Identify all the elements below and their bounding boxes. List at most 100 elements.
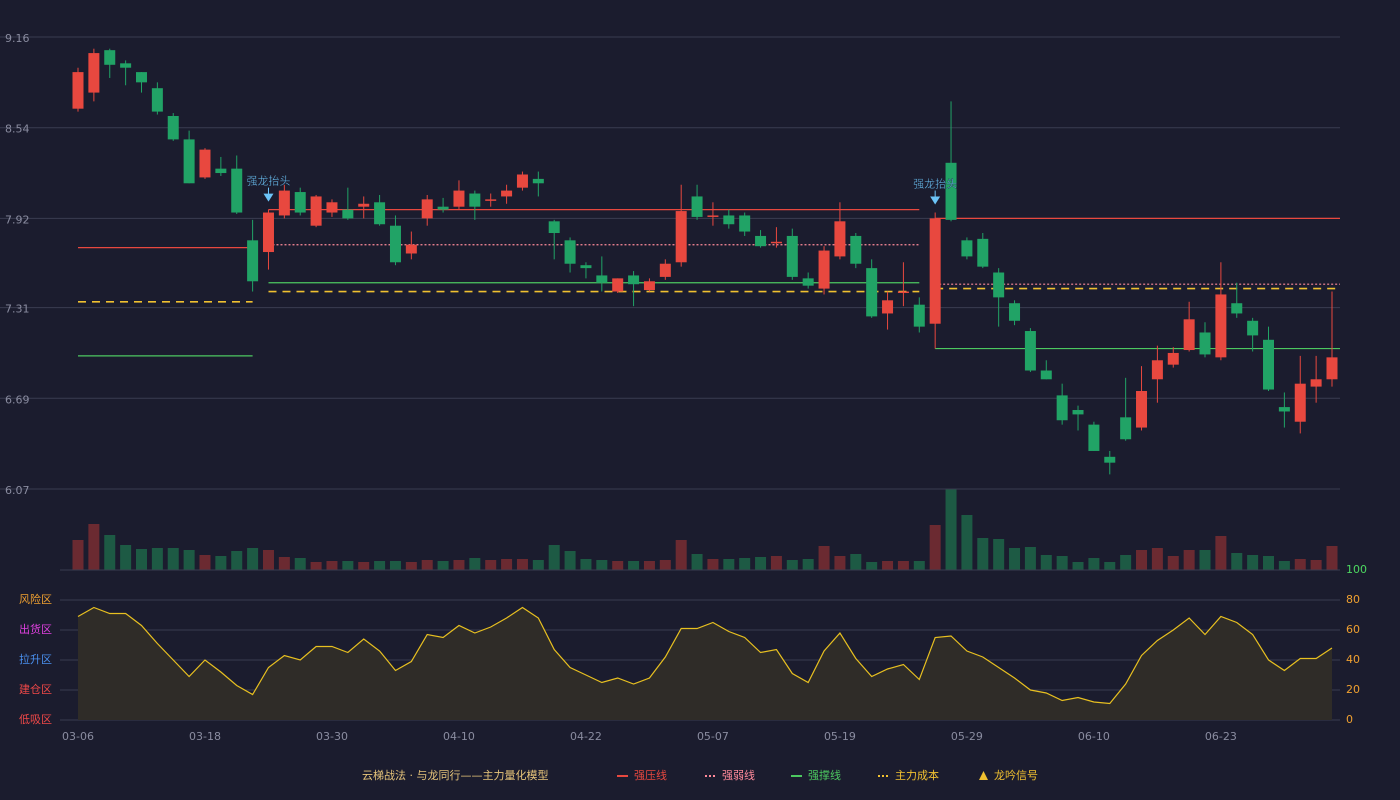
candle-body — [945, 162, 957, 220]
zone-label: 拉升区 — [19, 652, 52, 666]
candle-body — [1278, 407, 1290, 412]
volume-bar — [993, 539, 1005, 570]
volume-bar — [453, 560, 465, 570]
zone-label: 风险区 — [19, 592, 52, 606]
candle-body — [485, 199, 497, 201]
volume-bar — [199, 555, 211, 570]
candle-body — [580, 265, 592, 269]
x-tick-label: 06-23 — [1205, 730, 1237, 743]
annotation-arrow — [263, 193, 274, 202]
volume-bar — [834, 556, 846, 570]
volume-bar — [120, 545, 132, 570]
volume-bar — [1151, 548, 1163, 570]
candle-body — [437, 206, 449, 210]
candle-body — [723, 215, 735, 225]
volume-bar — [707, 559, 719, 570]
volume-bar — [596, 560, 608, 570]
candle-body — [151, 88, 163, 112]
volume-bar — [1136, 550, 1148, 570]
y-tick-label: 7.31 — [5, 303, 30, 316]
candle-body — [1136, 390, 1148, 428]
y-tick-label: 20 — [1346, 683, 1360, 696]
volume-bar — [1326, 546, 1338, 570]
candle-body — [612, 278, 624, 292]
volume-bar — [1088, 558, 1100, 570]
volume-bar — [469, 558, 481, 570]
x-tick-label: 06-10 — [1078, 730, 1110, 743]
y-tick-label: 7.92 — [5, 213, 30, 226]
volume-bar — [548, 545, 560, 570]
candle-body — [1040, 370, 1052, 380]
volume-bar — [628, 561, 640, 570]
volume-bar — [135, 549, 147, 570]
volume-bar — [1231, 553, 1243, 570]
zone-label: 低吸区 — [19, 713, 52, 726]
candle-body — [739, 215, 751, 232]
candle-body — [1310, 379, 1322, 387]
volume-bar — [659, 560, 671, 570]
candle-body — [770, 241, 782, 244]
candle-body — [1263, 339, 1275, 390]
annotation-text: 强龙抬头 — [913, 177, 957, 191]
volume-bar — [1120, 555, 1132, 570]
candle-body — [691, 196, 703, 217]
candle-body — [675, 211, 687, 263]
candle-body — [199, 149, 211, 178]
x-tick-label: 03-30 — [316, 730, 348, 743]
y-tick-label: 0 — [1346, 713, 1353, 726]
volume-bar — [866, 562, 878, 570]
candle-body — [469, 193, 481, 207]
candle-body — [802, 278, 814, 286]
volume-bar — [437, 561, 449, 570]
volume-bar — [389, 561, 401, 570]
volume-bar — [501, 559, 513, 570]
candle-body — [1215, 294, 1227, 358]
volume-bar — [882, 561, 894, 570]
legend-label: 强弱线 — [722, 768, 755, 782]
volume-bar — [1247, 555, 1259, 570]
candle-body — [1231, 303, 1243, 314]
x-tick-label: 04-10 — [443, 730, 475, 743]
candle-body — [659, 263, 671, 277]
volume-bar — [1294, 559, 1306, 570]
annotation-arrow — [930, 196, 941, 205]
candle-body — [1151, 360, 1163, 380]
candle-body — [866, 268, 878, 317]
candle-body — [135, 72, 147, 83]
volume-bar — [262, 550, 274, 570]
volume-bar — [88, 524, 100, 570]
candle-body — [1072, 410, 1084, 415]
candle-body — [278, 190, 290, 216]
volume-bar — [485, 560, 497, 570]
candle-body — [1056, 395, 1068, 421]
x-tick-label: 05-29 — [951, 730, 983, 743]
volume-bar — [247, 548, 259, 570]
candle-body — [755, 235, 767, 247]
candle-body — [1009, 303, 1021, 321]
volume-bar — [1167, 556, 1179, 570]
volume-bar — [643, 561, 655, 570]
volume-bar — [929, 525, 941, 570]
volume-bar — [1024, 547, 1036, 570]
volume-bar — [691, 554, 703, 570]
candle-body — [548, 221, 560, 234]
volume-bar — [516, 559, 528, 570]
candle-body — [1247, 320, 1259, 336]
volume-bar — [1040, 555, 1052, 570]
volume-bar — [294, 558, 306, 570]
candle-body — [405, 244, 417, 254]
candle-body — [993, 272, 1005, 298]
candle-body — [1199, 332, 1211, 355]
candle-body — [834, 221, 846, 257]
volume-bar — [1183, 550, 1195, 570]
candle-body — [929, 218, 941, 324]
volume-bar — [1263, 556, 1275, 570]
volume-bar — [1199, 550, 1211, 570]
volume-bar — [1215, 536, 1227, 570]
candle-body — [389, 225, 401, 263]
volume-bar — [167, 548, 179, 570]
candle-body — [167, 115, 179, 140]
candle-body — [1120, 417, 1132, 440]
candle-body — [421, 199, 433, 219]
